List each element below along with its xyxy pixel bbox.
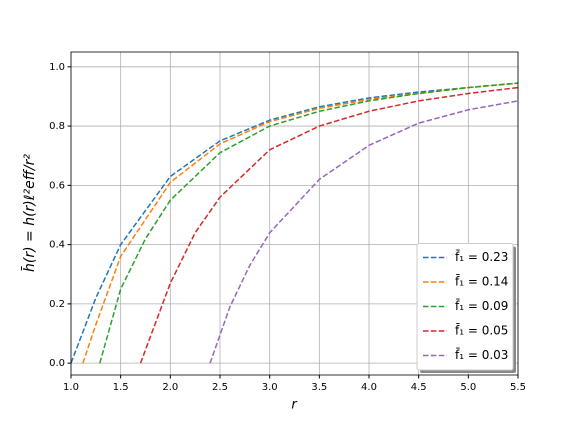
legend-label: f̄₁ = 0.14 — [455, 274, 508, 288]
x-tick-label: 2.5 — [212, 382, 228, 393]
y-tick-label: 0.4 — [49, 240, 65, 251]
y-tick-label: 1.0 — [49, 62, 65, 73]
data-line — [70, 82, 519, 364]
x-tick-label: 1.0 — [63, 382, 79, 393]
y-axis-label: h̄(r) = h(r)ℓ²eff/r² — [20, 154, 38, 272]
x-tick-label: 4.0 — [361, 382, 377, 393]
x-tick-label: 5.5 — [510, 382, 526, 393]
y-tick-label: 0.0 — [49, 358, 65, 369]
legend-label: f̄₁ = 0.23 — [455, 250, 508, 264]
y-tick-label: 0.2 — [49, 299, 65, 310]
x-tick-label: 3.5 — [311, 382, 327, 393]
plot-frame — [70, 51, 519, 376]
x-tick-label: 2.0 — [162, 382, 178, 393]
y-tick-label: 0.6 — [49, 180, 65, 191]
legend-label: f̄₁ = 0.09 — [455, 299, 508, 313]
x-axis-label: r — [291, 398, 298, 413]
data-line — [209, 100, 519, 364]
data-line — [82, 82, 519, 364]
y-tick-label: 0.8 — [49, 121, 65, 132]
data-line — [99, 82, 519, 364]
legend — [416, 243, 514, 371]
x-tick-label: 3.0 — [262, 382, 278, 393]
x-tick-label: 4.5 — [411, 382, 427, 393]
data-line — [139, 86, 519, 364]
legend-label: f̄₁ = 0.05 — [455, 323, 508, 337]
x-tick-label: 1.5 — [113, 382, 129, 393]
x-tick-label: 5.0 — [460, 382, 476, 393]
legend-label: f̄₁ = 0.03 — [455, 348, 508, 362]
